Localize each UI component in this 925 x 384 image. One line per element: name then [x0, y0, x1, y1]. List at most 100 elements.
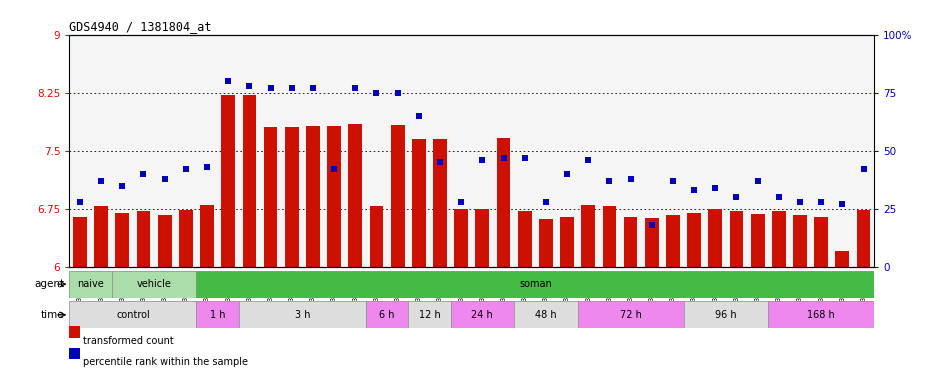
Point [729, 194, 744, 200]
Bar [433, 139, 447, 267]
Bar [454, 209, 468, 267]
Point [157, 175, 172, 182]
Point [560, 171, 574, 177]
Bar [577, 301, 684, 328]
Point [242, 83, 257, 89]
Bar [814, 217, 828, 267]
Point [475, 157, 489, 163]
Point [93, 178, 108, 184]
Point [665, 178, 680, 184]
Bar [285, 127, 299, 267]
Text: 1 h: 1 h [210, 310, 226, 320]
Point [200, 164, 215, 170]
Bar [94, 207, 108, 267]
Text: 48 h: 48 h [535, 310, 557, 320]
Bar [264, 127, 278, 267]
Point [433, 159, 448, 166]
Point [581, 157, 596, 163]
Bar [408, 301, 450, 328]
Bar [687, 213, 701, 267]
Bar [242, 95, 256, 267]
Bar [306, 126, 320, 267]
Point [517, 155, 532, 161]
Text: 3 h: 3 h [294, 310, 310, 320]
Text: agent: agent [34, 279, 65, 289]
Point [390, 89, 405, 96]
Bar [69, 301, 196, 328]
Bar [475, 209, 489, 267]
Bar [645, 218, 659, 267]
Bar [497, 137, 511, 267]
Bar [514, 301, 577, 328]
Bar [539, 219, 553, 267]
Bar [349, 124, 363, 267]
Bar [751, 214, 765, 267]
Text: soman: soman [519, 279, 551, 289]
Bar [158, 215, 171, 267]
Text: 12 h: 12 h [418, 310, 440, 320]
Bar [581, 205, 595, 267]
Bar [196, 271, 874, 298]
Bar [793, 215, 807, 267]
Bar [327, 126, 341, 267]
Point [771, 194, 786, 200]
Bar [450, 301, 514, 328]
Bar [623, 217, 637, 267]
Point [686, 187, 701, 193]
Bar [561, 217, 574, 267]
Text: 96 h: 96 h [715, 310, 736, 320]
Text: GDS4940 / 1381804_at: GDS4940 / 1381804_at [69, 20, 212, 33]
Point [454, 199, 469, 205]
Point [348, 85, 363, 91]
Point [857, 166, 871, 172]
Text: 24 h: 24 h [472, 310, 493, 320]
Bar [684, 301, 769, 328]
Bar [370, 207, 383, 267]
Bar [412, 139, 426, 267]
Bar [137, 211, 151, 267]
Bar [857, 210, 870, 267]
Text: 6 h: 6 h [379, 310, 395, 320]
Point [284, 85, 299, 91]
Text: control: control [116, 310, 150, 320]
Point [623, 175, 638, 182]
Bar [835, 252, 849, 267]
Point [496, 155, 511, 161]
Point [750, 178, 765, 184]
Point [793, 199, 808, 205]
Bar [196, 301, 239, 328]
Bar [666, 215, 680, 267]
Bar [518, 211, 532, 267]
Bar [730, 211, 744, 267]
Bar [179, 210, 192, 267]
Point [412, 113, 426, 119]
Bar [709, 209, 722, 267]
Bar [239, 301, 366, 328]
Point [538, 199, 553, 205]
Point [708, 185, 722, 191]
Point [72, 199, 87, 205]
Point [221, 78, 236, 84]
Point [305, 85, 320, 91]
Text: time: time [41, 310, 65, 320]
Point [645, 222, 660, 228]
Bar [366, 301, 408, 328]
Bar [200, 205, 214, 267]
Point [835, 201, 850, 207]
Bar [772, 211, 785, 267]
Bar [112, 271, 196, 298]
Bar [221, 95, 235, 267]
Text: percentile rank within the sample: percentile rank within the sample [83, 357, 248, 367]
Point [814, 199, 829, 205]
Bar [116, 213, 130, 267]
Bar [602, 207, 616, 267]
Point [369, 89, 384, 96]
Point [136, 171, 151, 177]
Text: transformed count: transformed count [83, 336, 174, 346]
Bar [769, 301, 874, 328]
Text: 72 h: 72 h [620, 310, 642, 320]
Point [115, 182, 130, 189]
Point [602, 178, 617, 184]
Bar [390, 125, 404, 267]
Bar [73, 217, 87, 267]
